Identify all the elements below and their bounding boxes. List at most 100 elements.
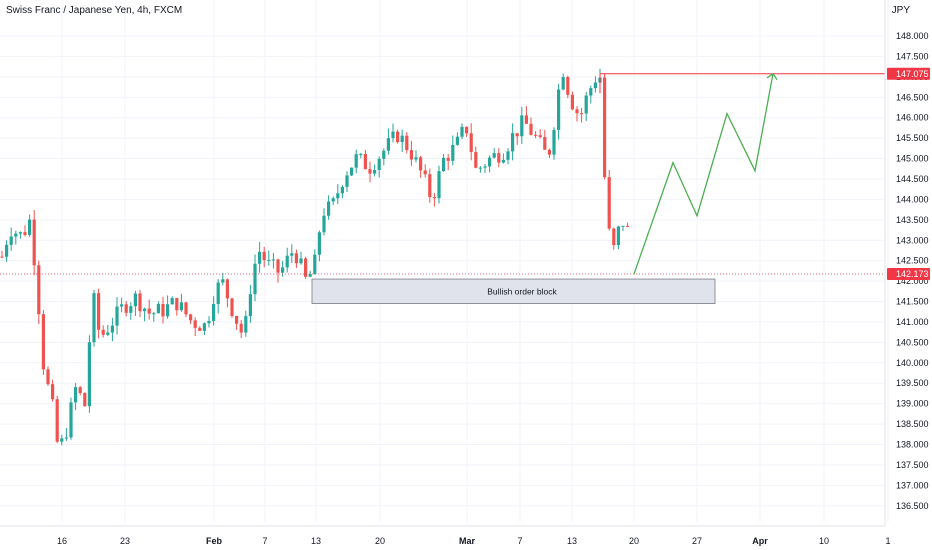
candle	[607, 170, 611, 231]
candle	[529, 117, 533, 136]
bullish-order-block[interactable]: Bullish order block	[311, 278, 716, 304]
candle	[253, 254, 257, 302]
candle	[428, 168, 432, 203]
candle	[124, 301, 128, 317]
candle	[336, 184, 340, 205]
candle	[120, 297, 124, 313]
candle	[258, 241, 262, 273]
candle	[552, 127, 556, 160]
currency-label: JPY	[891, 5, 910, 16]
resistance-price-badge: 147.075	[887, 67, 930, 80]
candle	[460, 123, 464, 140]
candle	[175, 297, 179, 316]
candlestick-series	[0, 68, 630, 446]
candle	[446, 154, 450, 171]
candle	[313, 249, 317, 275]
price-tick-label: 145.500	[896, 133, 929, 143]
time-tick-label: 7	[262, 536, 267, 546]
symbol-title[interactable]: Swiss Franc / Japanese Yen, 4h, FXCM	[6, 5, 183, 16]
candle	[74, 383, 78, 411]
projection-path[interactable]	[633, 72, 778, 275]
candle	[189, 313, 193, 325]
candle	[340, 185, 344, 199]
candle	[492, 148, 496, 159]
candle	[437, 165, 441, 204]
price-tick-label: 144.000	[896, 194, 929, 204]
candle	[419, 155, 423, 178]
candle	[345, 171, 349, 193]
price-tick-label: 139.500	[896, 378, 929, 388]
candle	[589, 85, 593, 104]
candle	[515, 133, 519, 145]
price-axis[interactable]: 136.500 137.000 137.500 138.000 138.500 139.0…	[884, 0, 930, 526]
price-tick-label: 145.000	[896, 154, 929, 164]
price-tick-label: 142.000	[896, 276, 929, 286]
projection-arrowhead	[766, 72, 778, 81]
candle	[317, 230, 321, 262]
candle	[101, 325, 105, 338]
candle	[557, 84, 561, 140]
candle	[294, 249, 298, 268]
price-tick-label: 146.000	[896, 113, 929, 123]
candle	[400, 129, 404, 152]
time-tick-label: 1	[885, 536, 890, 546]
candle	[455, 132, 459, 146]
candle	[271, 252, 275, 269]
svg-text:147.075: 147.075	[896, 69, 929, 79]
candle	[520, 106, 524, 144]
time-tick-label: 20	[629, 536, 639, 546]
time-tick-label: Feb	[206, 536, 223, 546]
candle	[5, 240, 9, 262]
candle	[561, 73, 565, 91]
candle	[244, 310, 248, 337]
candle	[28, 214, 32, 237]
candle	[612, 227, 616, 250]
price-tick-label: 147.500	[896, 51, 929, 61]
candle	[382, 148, 386, 166]
candle	[593, 76, 597, 93]
candle	[230, 297, 234, 318]
time-tick-label: 20	[375, 536, 385, 546]
time-tick-label: 13	[567, 536, 577, 546]
candle	[51, 379, 55, 402]
price-tick-label: 137.500	[896, 460, 929, 470]
candle	[575, 106, 579, 122]
candle	[414, 150, 418, 163]
candle	[474, 146, 478, 169]
candle	[469, 123, 473, 161]
candle	[506, 148, 510, 165]
candle	[465, 126, 469, 137]
candle	[239, 319, 243, 339]
candle	[363, 150, 367, 170]
candle	[133, 290, 137, 316]
order-block-label: Bullish order block	[487, 286, 557, 296]
candle	[170, 296, 174, 305]
price-tick-label: 140.500	[896, 337, 929, 347]
candle	[14, 230, 18, 245]
candle	[511, 123, 515, 161]
candle	[304, 256, 308, 279]
candle	[184, 301, 188, 318]
candle	[478, 166, 482, 173]
candle	[538, 129, 542, 139]
candle	[327, 195, 331, 220]
candle	[386, 128, 390, 155]
candle	[570, 91, 574, 111]
price-level-lines[interactable]	[0, 73, 885, 275]
order-block-zone[interactable]	[311, 278, 716, 304]
candle	[322, 208, 326, 236]
price-tick-label: 138.500	[896, 419, 929, 429]
candle	[55, 395, 59, 444]
candle	[543, 129, 547, 150]
candle	[143, 307, 147, 322]
candle	[603, 73, 607, 180]
candle	[377, 156, 381, 178]
candle	[290, 244, 294, 264]
price-tick-label: 140.000	[896, 358, 929, 368]
time-tick-label: 10	[819, 536, 829, 546]
candle	[87, 335, 91, 413]
time-tick-label: Apr	[752, 536, 768, 546]
projection-line[interactable]	[633, 73, 774, 275]
time-axis[interactable]: 16 23 Feb 7 13 20 Mar 7 13 20 27 Apr 10 1	[0, 525, 891, 546]
